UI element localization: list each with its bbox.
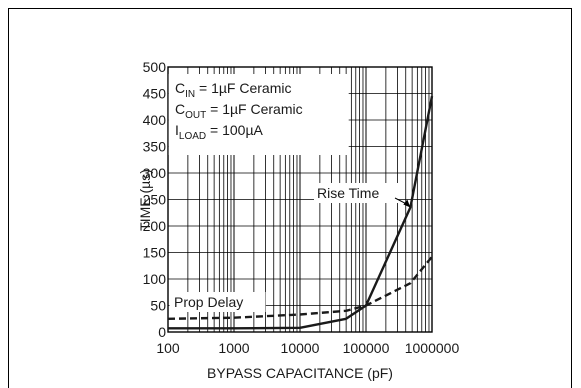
y-tick-label: 250 bbox=[143, 192, 167, 208]
prop-delay-label-bg bbox=[169, 292, 266, 312]
y-tick-label: 200 bbox=[143, 218, 167, 234]
y-tick-label: 50 bbox=[150, 298, 166, 314]
condition-line: CIN = 1µF Ceramic bbox=[175, 80, 292, 100]
rise-time-label-bg bbox=[314, 183, 398, 203]
y-tick-label: 400 bbox=[143, 112, 167, 128]
y-tick-label: 300 bbox=[143, 165, 167, 181]
x-tick-label: 1000000 bbox=[405, 340, 460, 356]
condition-line: COUT = 1µF Ceramic bbox=[175, 101, 303, 121]
series-lines bbox=[167, 95, 434, 330]
x-tick-label: 10000 bbox=[281, 340, 320, 356]
y-tick-label: 350 bbox=[143, 139, 167, 155]
rise-time-arrowhead bbox=[403, 199, 411, 208]
x-tick-label: 100 bbox=[156, 340, 180, 356]
x-tick-label: 1000 bbox=[218, 340, 249, 356]
series-line-prop-delay bbox=[167, 255, 433, 320]
rise-time-label: Rise Time bbox=[317, 185, 379, 201]
conditions-background bbox=[168, 74, 349, 155]
y-axis-label: TIME (µs) bbox=[137, 169, 153, 231]
annotation-labels: Rise Time Prop Delay bbox=[169, 183, 411, 312]
x-axis-label: BYPASS CAPACITANCE (pF) bbox=[207, 365, 393, 381]
series-line-rise-time bbox=[168, 95, 434, 330]
tick-labels: 0 50 100 150 200 250 300 350 400 450 500 100 1000 100… bbox=[143, 59, 460, 356]
condition-line: ILOAD = 100µA bbox=[175, 122, 264, 142]
figure-frame bbox=[8, 8, 572, 388]
y-tick-label: 500 bbox=[143, 59, 167, 75]
y-tick-label: 100 bbox=[143, 271, 167, 287]
y-tick-label: 150 bbox=[143, 245, 167, 261]
plot-border bbox=[167, 66, 433, 333]
x-tick-label: 100000 bbox=[343, 340, 390, 356]
prop-delay-label: Prop Delay bbox=[174, 294, 243, 310]
y-tick-label: 450 bbox=[143, 86, 167, 102]
y-tick-label: 0 bbox=[158, 324, 166, 340]
